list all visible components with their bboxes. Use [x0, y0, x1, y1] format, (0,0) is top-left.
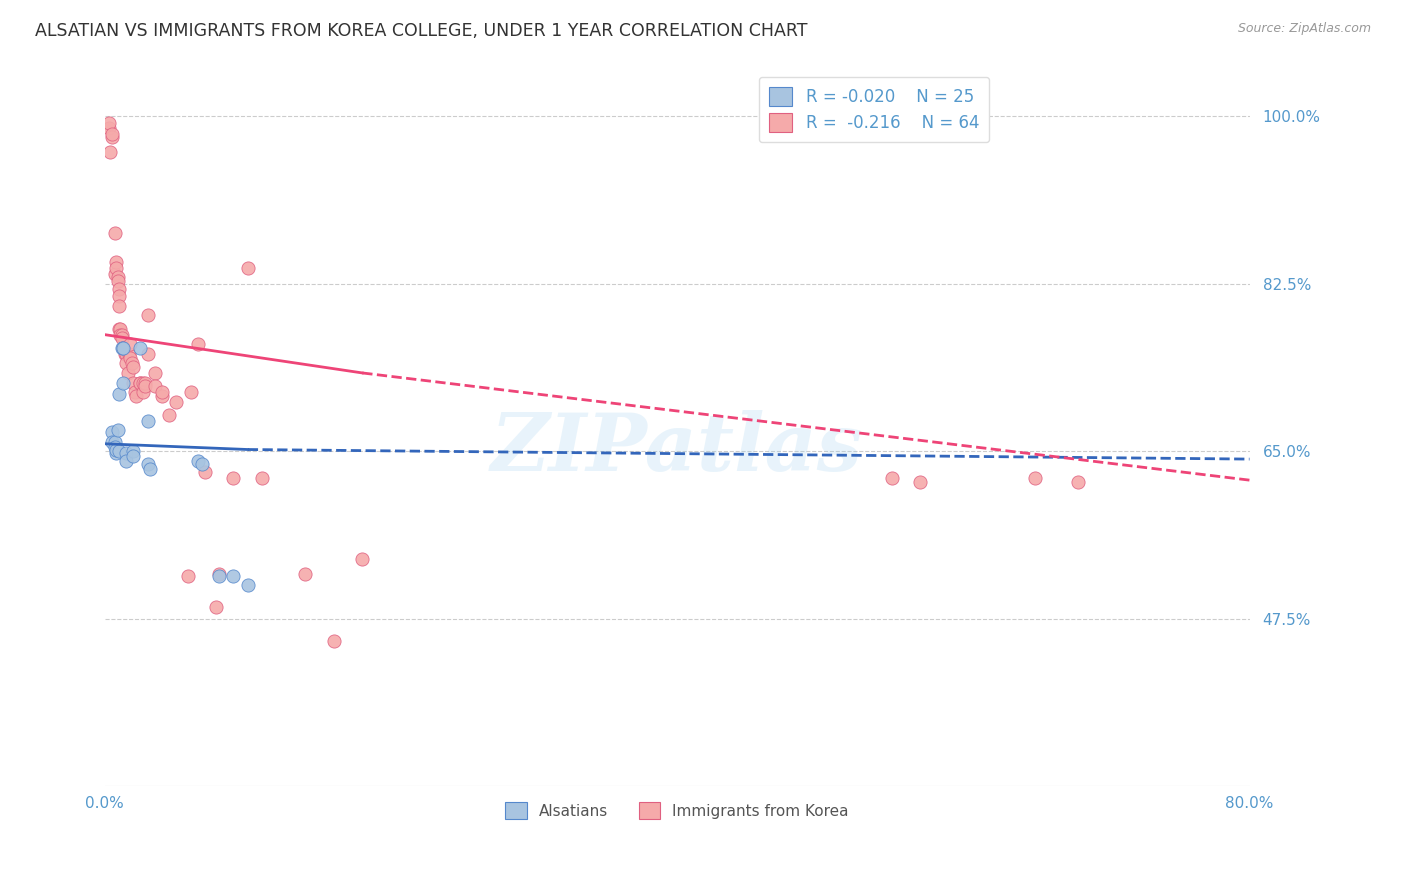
Text: ALSATIAN VS IMMIGRANTS FROM KOREA COLLEGE, UNDER 1 YEAR CORRELATION CHART: ALSATIAN VS IMMIGRANTS FROM KOREA COLLEG… — [35, 22, 807, 40]
Point — [129, 376, 152, 390]
Point — [122, 360, 145, 375]
Point — [122, 444, 145, 458]
Point — [194, 466, 217, 480]
Point — [125, 389, 148, 403]
Point — [105, 260, 128, 275]
Point — [108, 289, 131, 303]
Point — [143, 366, 166, 380]
Point — [112, 341, 135, 355]
Point — [111, 341, 134, 355]
Point — [108, 299, 131, 313]
Point — [176, 569, 198, 583]
Point — [112, 341, 135, 355]
Point — [880, 471, 903, 485]
Point — [187, 454, 209, 468]
Point — [208, 566, 231, 581]
Point — [129, 341, 152, 355]
Point — [100, 145, 122, 159]
Point — [121, 356, 143, 370]
Point — [108, 282, 131, 296]
Point — [108, 387, 131, 401]
Point — [101, 425, 124, 440]
Point — [180, 385, 202, 400]
Point — [115, 446, 138, 460]
Point — [294, 566, 316, 581]
Point — [111, 327, 134, 342]
Point — [101, 130, 124, 145]
Point — [108, 322, 131, 336]
Point — [105, 255, 128, 269]
Point — [108, 444, 131, 458]
Point — [205, 599, 228, 614]
Point — [110, 322, 132, 336]
Point — [222, 471, 245, 485]
Point — [104, 440, 127, 454]
Point — [118, 347, 141, 361]
Point — [110, 327, 132, 342]
Point — [236, 578, 259, 592]
Point — [107, 270, 129, 285]
Point — [139, 461, 162, 475]
Point — [1024, 471, 1046, 485]
Text: ZIPatlas: ZIPatlas — [491, 410, 863, 488]
Point — [122, 449, 145, 463]
Point — [136, 347, 159, 361]
Point — [134, 379, 156, 393]
Point — [115, 356, 138, 370]
Legend: Alsatians, Immigrants from Korea: Alsatians, Immigrants from Korea — [499, 796, 855, 825]
Point — [150, 385, 173, 400]
Point — [129, 376, 152, 390]
Point — [1067, 475, 1090, 489]
Point — [165, 394, 187, 409]
Point — [150, 389, 173, 403]
Point — [117, 366, 139, 380]
Point — [136, 414, 159, 428]
Point — [352, 551, 374, 566]
Point — [101, 127, 124, 141]
Point — [143, 379, 166, 393]
Point — [120, 351, 142, 365]
Point — [236, 260, 259, 275]
Point — [104, 226, 127, 240]
Point — [208, 569, 231, 583]
Point — [105, 446, 128, 460]
Point — [104, 434, 127, 449]
Point — [136, 457, 159, 471]
Point — [132, 385, 155, 400]
Point — [112, 376, 135, 390]
Point — [322, 634, 344, 648]
Point — [122, 376, 145, 390]
Point — [98, 116, 121, 130]
Point — [134, 376, 156, 390]
Point — [107, 274, 129, 288]
Point — [157, 408, 180, 422]
Point — [222, 569, 245, 583]
Point — [101, 434, 124, 449]
Point — [120, 337, 142, 351]
Point — [132, 376, 155, 390]
Point — [98, 120, 121, 135]
Point — [112, 341, 135, 355]
Point — [107, 423, 129, 437]
Point — [104, 268, 127, 282]
Point — [114, 347, 136, 361]
Point — [136, 309, 159, 323]
Point — [191, 457, 214, 471]
Point — [115, 347, 138, 361]
Text: Source: ZipAtlas.com: Source: ZipAtlas.com — [1237, 22, 1371, 36]
Point — [187, 337, 209, 351]
Point — [910, 475, 932, 489]
Point — [105, 442, 128, 457]
Point — [124, 385, 146, 400]
Point — [111, 331, 134, 345]
Point — [250, 471, 273, 485]
Point — [115, 454, 138, 468]
